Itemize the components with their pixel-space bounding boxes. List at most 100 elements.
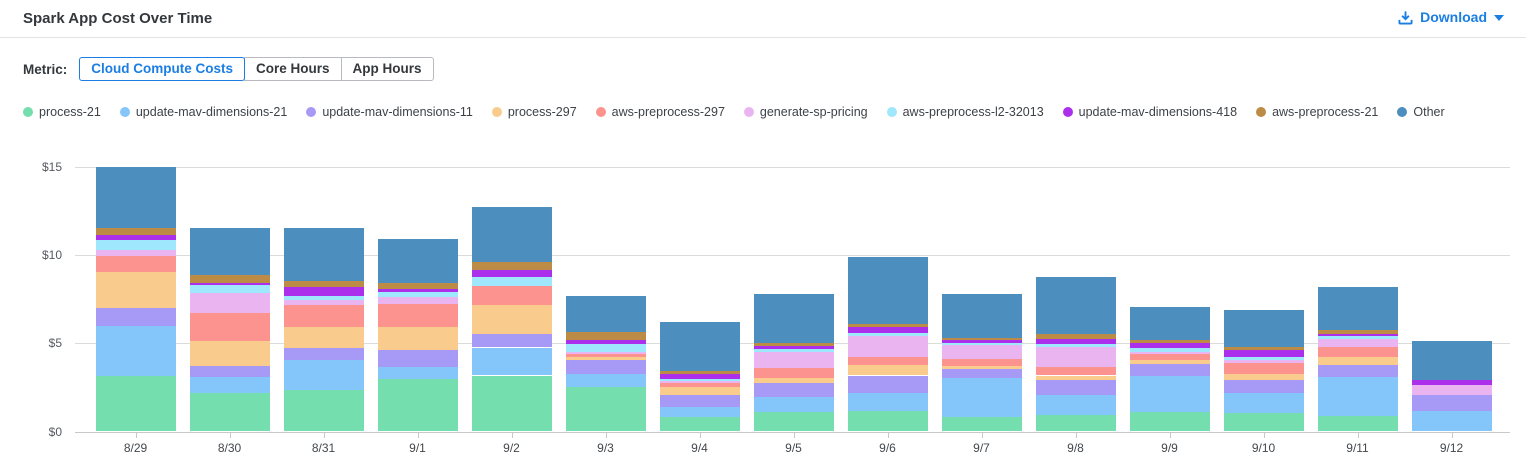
bar-segment-update-mav-dimensions-11-9-3[interactable]: [565, 359, 646, 375]
bar-segment-process-21-9-4[interactable]: [659, 416, 740, 432]
bar-segment-aws-preprocess-l2-32013-8-30[interactable]: [189, 285, 270, 294]
bar-segment-update-mav-dimensions-418-9-3[interactable]: [565, 340, 646, 344]
bar-segment-update-mav-dimensions-11-9-9[interactable]: [1129, 363, 1210, 377]
bar-segment-update-mav-dimensions-11-9-2[interactable]: [471, 334, 552, 348]
bar-segment-update-mav-dimensions-418-9-11[interactable]: [1317, 334, 1398, 337]
bar-segment-aws-preprocess-l2-32013-9-7[interactable]: [941, 342, 1022, 346]
metric-tab-core-hours[interactable]: Core Hours: [244, 57, 342, 81]
bar-segment-process-21-8-30[interactable]: [189, 392, 270, 432]
bar-segment-generate-sp-pricing-9-9[interactable]: [1129, 351, 1210, 354]
bar-segment-aws-preprocess-21-9-5[interactable]: [753, 342, 834, 347]
metric-tab-cloud-compute-costs[interactable]: Cloud Compute Costs: [79, 57, 246, 81]
bar-segment-aws-preprocess-297-9-7[interactable]: [941, 359, 1022, 367]
bar-segment-other-9-5[interactable]: [753, 294, 834, 343]
bar-segment-generate-sp-pricing-9-5[interactable]: [753, 351, 834, 369]
bar-segment-aws-preprocess-297-8-31[interactable]: [283, 305, 364, 328]
bar-segment-update-mav-dimensions-21-9-12[interactable]: [1411, 410, 1492, 432]
bar-segment-process-297-9-3[interactable]: [565, 357, 646, 360]
bar-segment-update-mav-dimensions-11-9-5[interactable]: [753, 383, 834, 397]
bar-segment-update-mav-dimensions-11-9-1[interactable]: [377, 350, 458, 367]
bar-segment-update-mav-dimensions-418-9-2[interactable]: [471, 270, 552, 278]
bar-segment-update-mav-dimensions-21-9-6[interactable]: [847, 392, 928, 412]
bar-segment-process-21-9-3[interactable]: [565, 387, 646, 432]
bar-segment-update-mav-dimensions-418-8-30[interactable]: [189, 282, 270, 286]
bar-segment-process-297-8-31[interactable]: [283, 327, 364, 348]
bar-segment-aws-preprocess-l2-32013-9-9[interactable]: [1129, 347, 1210, 352]
bar-segment-update-mav-dimensions-21-8-31[interactable]: [283, 360, 364, 391]
bar-segment-update-mav-dimensions-21-9-11[interactable]: [1317, 377, 1398, 416]
bar-segment-generate-sp-pricing-8-31[interactable]: [283, 300, 364, 306]
bar-segment-aws-preprocess-l2-32013-9-3[interactable]: [565, 343, 646, 352]
legend-item-update-mav-dimensions-418[interactable]: update-mav-dimensions-418: [1062, 105, 1237, 119]
bar-segment-update-mav-dimensions-21-9-1[interactable]: [377, 366, 458, 380]
bar-segment-generate-sp-pricing-8-29[interactable]: [95, 249, 176, 256]
bar-segment-update-mav-dimensions-11-9-4[interactable]: [659, 394, 740, 407]
bar-segment-update-mav-dimensions-11-9-11[interactable]: [1317, 365, 1398, 378]
bar-segment-update-mav-dimensions-21-9-4[interactable]: [659, 406, 740, 417]
legend-item-aws-preprocess-21[interactable]: aws-preprocess-21: [1256, 105, 1378, 119]
bar-segment-update-mav-dimensions-21-9-7[interactable]: [941, 378, 1022, 417]
bar-segment-aws-preprocess-297-9-10[interactable]: [1223, 362, 1304, 375]
bar-segment-other-8-30[interactable]: [189, 227, 270, 275]
bar-segment-other-9-10[interactable]: [1223, 309, 1304, 347]
bar-segment-update-mav-dimensions-418-9-9[interactable]: [1129, 342, 1210, 348]
metric-tab-app-hours[interactable]: App Hours: [340, 57, 434, 81]
legend-item-generate-sp-pricing[interactable]: generate-sp-pricing: [743, 105, 868, 119]
bar-segment-generate-sp-pricing-9-6[interactable]: [847, 336, 928, 357]
bar-segment-aws-preprocess-21-9-2[interactable]: [471, 261, 552, 271]
bar-segment-other-9-9[interactable]: [1129, 307, 1210, 340]
bar-segment-other-8-29[interactable]: [95, 167, 176, 228]
bar-segment-aws-preprocess-l2-32013-9-2[interactable]: [471, 277, 552, 286]
bar-segment-generate-sp-pricing-9-8[interactable]: [1035, 346, 1116, 367]
bar-segment-aws-preprocess-297-9-9[interactable]: [1129, 353, 1210, 360]
bar-segment-process-297-9-10[interactable]: [1223, 374, 1304, 381]
bar-segment-aws-preprocess-21-9-6[interactable]: [847, 323, 928, 328]
bar-segment-other-9-2[interactable]: [471, 206, 552, 262]
bar-segment-update-mav-dimensions-418-9-6[interactable]: [847, 327, 928, 334]
bar-segment-generate-sp-pricing-9-3[interactable]: [565, 351, 646, 354]
bar-segment-update-mav-dimensions-21-9-8[interactable]: [1035, 394, 1116, 416]
bar-segment-aws-preprocess-l2-32013-8-31[interactable]: [283, 296, 364, 301]
bar-segment-aws-preprocess-297-9-4[interactable]: [659, 382, 740, 388]
bar-segment-process-297-9-11[interactable]: [1317, 357, 1398, 366]
bar-segment-update-mav-dimensions-418-9-1[interactable]: [377, 288, 458, 293]
bar-segment-aws-preprocess-21-9-10[interactable]: [1223, 346, 1304, 351]
bar-segment-aws-preprocess-l2-32013-9-10[interactable]: [1223, 357, 1304, 361]
legend-item-update-mav-dimensions-11[interactable]: update-mav-dimensions-11: [306, 105, 473, 119]
legend-item-process-21[interactable]: process-21: [23, 105, 101, 119]
legend-item-aws-preprocess-297[interactable]: aws-preprocess-297: [595, 105, 725, 119]
bar-segment-update-mav-dimensions-11-8-30[interactable]: [189, 366, 270, 378]
legend-item-process-297[interactable]: process-297: [491, 105, 577, 119]
bar-segment-update-mav-dimensions-418-9-12[interactable]: [1411, 379, 1492, 386]
bar-segment-aws-preprocess-297-9-1[interactable]: [377, 304, 458, 328]
bar-segment-update-mav-dimensions-418-9-10[interactable]: [1223, 350, 1304, 357]
legend-item-aws-preprocess-l2-32013[interactable]: aws-preprocess-l2-32013: [886, 105, 1044, 119]
bar-segment-generate-sp-pricing-9-10[interactable]: [1223, 360, 1304, 363]
bar-segment-process-21-9-10[interactable]: [1223, 413, 1304, 432]
bar-segment-other-9-11[interactable]: [1317, 286, 1398, 330]
bar-segment-aws-preprocess-21-8-29[interactable]: [95, 227, 176, 235]
bar-segment-process-297-9-1[interactable]: [377, 327, 458, 351]
bar-segment-other-9-7[interactable]: [941, 294, 1022, 338]
bar-segment-other-9-4[interactable]: [659, 322, 740, 372]
bar-segment-aws-preprocess-297-9-8[interactable]: [1035, 366, 1116, 376]
bar-segment-aws-preprocess-21-8-31[interactable]: [283, 281, 364, 287]
bar-segment-other-9-8[interactable]: [1035, 276, 1116, 335]
bar-segment-process-21-9-1[interactable]: [377, 379, 458, 432]
bar-segment-other-8-31[interactable]: [283, 227, 364, 282]
bar-segment-process-297-9-4[interactable]: [659, 387, 740, 395]
bar-segment-aws-preprocess-21-9-8[interactable]: [1035, 334, 1116, 339]
bar-segment-process-297-8-30[interactable]: [189, 341, 270, 367]
bar-segment-aws-preprocess-297-9-6[interactable]: [847, 357, 928, 366]
bar-segment-process-21-9-6[interactable]: [847, 411, 928, 432]
bar-segment-aws-preprocess-l2-32013-9-6[interactable]: [847, 333, 928, 337]
bar-segment-generate-sp-pricing-9-1[interactable]: [377, 297, 458, 305]
bar-segment-other-9-6[interactable]: [847, 256, 928, 324]
bar-segment-process-297-9-7[interactable]: [941, 366, 1022, 370]
bar-segment-update-mav-dimensions-21-9-2[interactable]: [471, 347, 552, 376]
bar-segment-update-mav-dimensions-11-8-31[interactable]: [283, 347, 364, 361]
bar-segment-process-297-9-9[interactable]: [1129, 359, 1210, 364]
bar-segment-process-297-9-6[interactable]: [847, 365, 928, 376]
bar-segment-generate-sp-pricing-9-4[interactable]: [659, 380, 740, 383]
bar-segment-update-mav-dimensions-11-9-12[interactable]: [1411, 394, 1492, 411]
